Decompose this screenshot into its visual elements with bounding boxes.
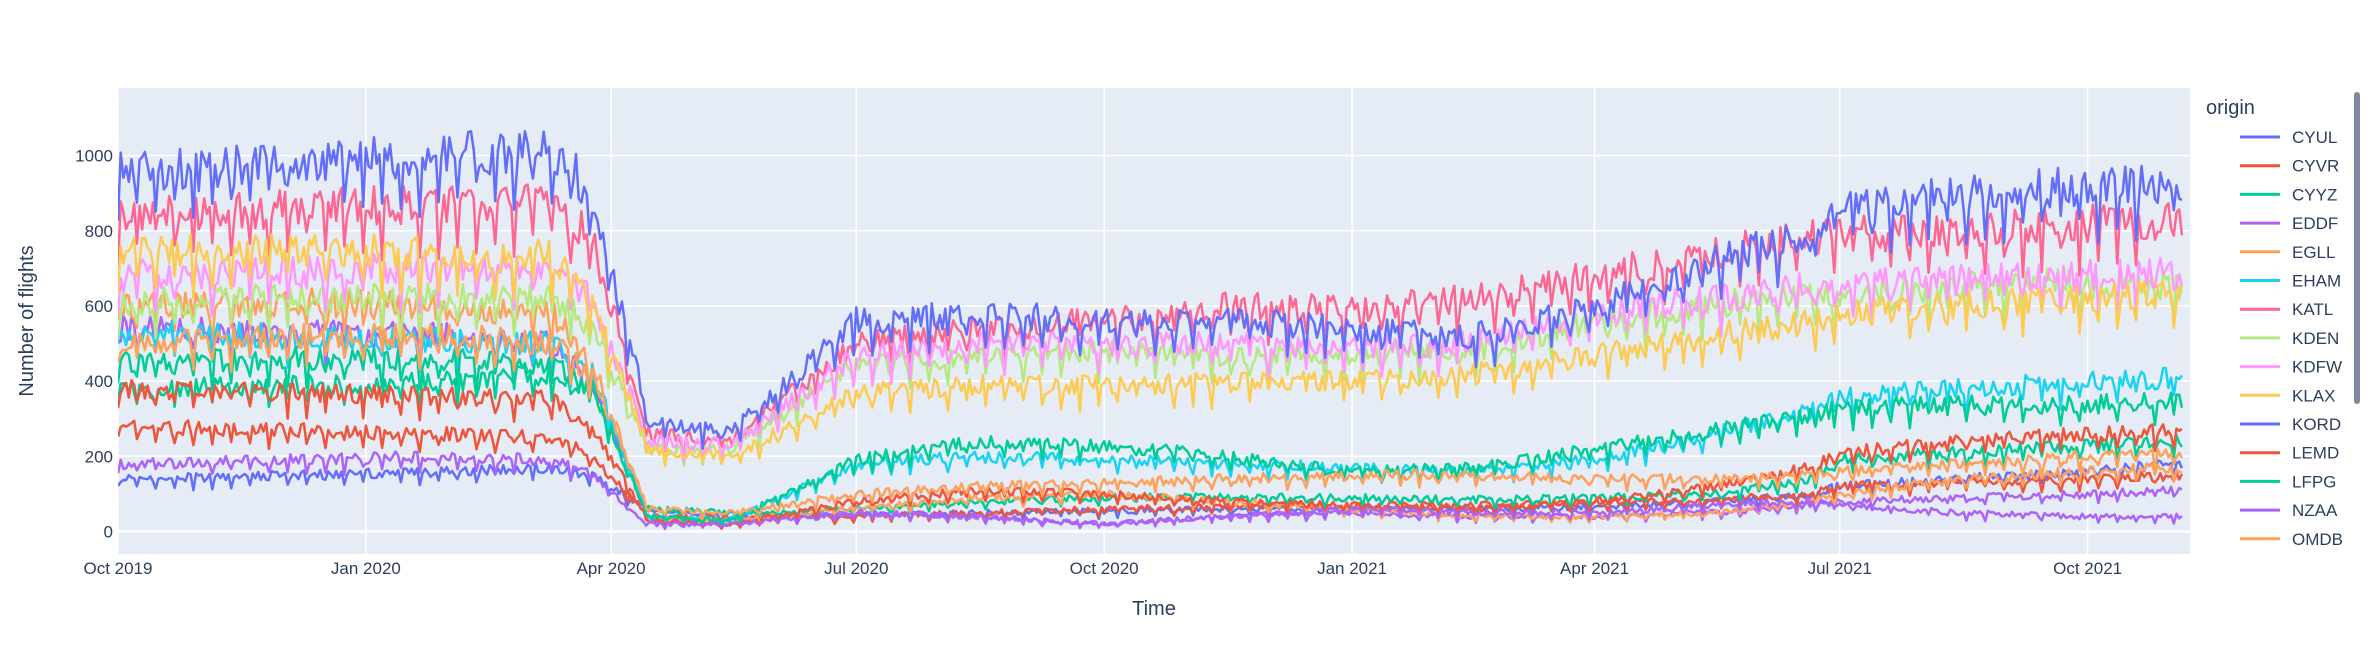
series-line-eham [118,319,2183,526]
plot-area [118,88,2190,554]
series-line-cyul [118,459,2184,523]
legend-scrollbar[interactable] [2354,92,2360,404]
series-line-kdfw [118,250,2184,463]
legend-item-kden[interactable]: KDEN [2292,329,2339,348]
y-axis-title: Number of flights [16,245,38,396]
series-line-kord [118,130,2183,451]
legend-item-omdb[interactable]: OMDB [2292,530,2343,549]
x-tick-label: Jul 2020 [824,559,888,578]
legend-item-cyyz[interactable]: CYYZ [2292,185,2337,204]
legend-item-cyvr[interactable]: CYVR [2292,157,2339,176]
legend-item-lfpg[interactable]: LFPG [2292,472,2336,491]
series-line-egll [118,287,2183,527]
y-tick-label: 600 [85,297,113,316]
legend-item-kord[interactable]: KORD [2292,415,2341,434]
y-tick-label: 400 [85,372,113,391]
legend-item-nzaa[interactable]: NZAA [2292,501,2338,520]
legend-item-katl[interactable]: KATL [2292,300,2333,319]
series-line-lemd [118,378,2183,530]
series-line-lfpg [118,345,2184,526]
y-tick-label: 200 [85,447,113,466]
series-lines [118,130,2184,531]
x-tick-label: Jan 2020 [331,559,401,578]
series-line-cyyz [118,362,2183,520]
legend-item-klax[interactable]: KLAX [2292,386,2335,405]
series-line-klax [118,233,2184,468]
x-tick-label: Oct 2020 [1070,559,1139,578]
series-line-omdb [118,322,2183,520]
x-tick-label: Oct 2021 [2053,559,2122,578]
series-line-cyvr [118,419,2184,526]
x-tick-label: Oct 2019 [84,559,153,578]
x-tick-label: Jul 2021 [1808,559,1872,578]
legend-item-cyul[interactable]: CYUL [2292,128,2337,147]
y-tick-label: 0 [104,522,113,541]
x-axis-title: Time [1132,598,1176,620]
legend-item-eddf[interactable]: EDDF [2292,214,2338,233]
x-tick-label: Apr 2020 [577,559,646,578]
axis-ticks: Oct 2019 Jan 2020 Apr 2020 Jul 2020 Oct 2020… [75,147,2122,578]
y-tick-label: 1000 [75,147,113,166]
legend-item-kdfw[interactable]: KDFW [2292,358,2342,377]
legend-item-egll[interactable]: EGLL [2292,243,2335,262]
legend-title: origin [2206,97,2255,119]
x-tick-label: Apr 2021 [1560,559,1629,578]
legend-item-eham[interactable]: EHAM [2292,272,2341,291]
legend[interactable]: origin CYUL CYVR CYYZ EDDF EGLL EHAM KATL KDEN K… [2206,97,2343,549]
x-tick-label: Jan 2021 [1317,559,1387,578]
legend-item-lemd[interactable]: LEMD [2292,444,2339,463]
series-line-nzaa [118,450,2183,531]
y-tick-label: 800 [85,222,113,241]
